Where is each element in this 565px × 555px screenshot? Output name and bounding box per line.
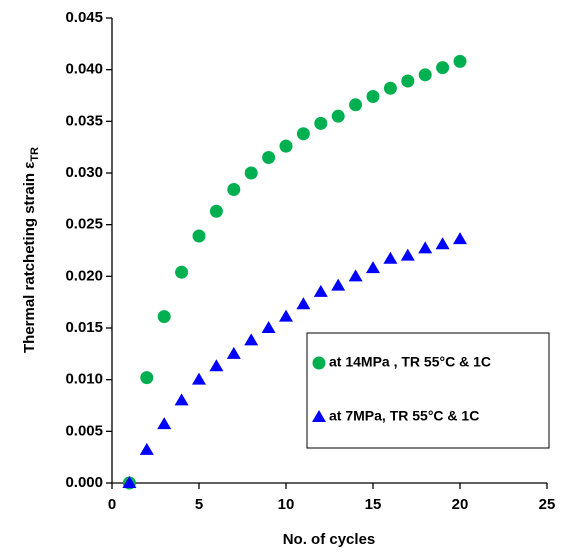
- marker-circle: [383, 81, 397, 95]
- marker-triangle: [331, 278, 346, 291]
- marker-triangle: [279, 309, 293, 322]
- y-axis-title-main: Thermal ratcheting strain ε: [21, 162, 38, 353]
- x-axis-title: No. of cycles: [283, 531, 376, 548]
- marker-circle: [401, 74, 415, 88]
- y-tick-label: 0.045: [65, 9, 103, 26]
- marker-triangle: [400, 248, 415, 261]
- x-tick-label: 5: [195, 496, 203, 513]
- y-tick-label: 0.015: [65, 319, 103, 336]
- marker-triangle: [174, 393, 189, 406]
- marker-triangle: [418, 241, 433, 254]
- marker-triangle: [348, 269, 363, 282]
- marker-circle: [331, 109, 345, 123]
- marker-triangle: [139, 442, 154, 455]
- marker-circle: [296, 127, 310, 141]
- x-tick-label: 10: [278, 496, 295, 513]
- marker-circle: [314, 116, 328, 130]
- marker-circle: [312, 356, 326, 370]
- marker-circle: [436, 61, 450, 75]
- marker-triangle: [209, 359, 224, 372]
- marker-circle: [418, 68, 432, 82]
- marker-circle: [192, 229, 206, 243]
- marker-circle: [175, 265, 189, 279]
- legend-label: at 14MPa , TR 55°C & 1C: [329, 354, 491, 370]
- marker-triangle: [261, 321, 276, 333]
- y-tick-label: 0.010: [65, 371, 103, 388]
- marker-circle: [453, 54, 467, 68]
- x-tick-label: 25: [539, 496, 556, 513]
- marker-circle: [244, 166, 258, 180]
- marker-triangle: [296, 297, 311, 310]
- y-tick-label: 0.035: [65, 112, 103, 129]
- legend-box: [306, 332, 550, 449]
- y-axis-title: Thermal ratcheting strain εTR: [21, 147, 41, 353]
- y-axis-title-sub: TR: [29, 147, 41, 162]
- x-tick-label: 15: [365, 496, 382, 513]
- marker-triangle: [453, 232, 467, 245]
- y-tick-label: 0.040: [65, 61, 103, 78]
- legend-label: at 7MPa, TR 55°C & 1C: [329, 408, 479, 424]
- marker-triangle: [383, 251, 398, 264]
- x-tick-label: 20: [452, 496, 469, 513]
- marker-circle: [349, 98, 363, 112]
- y-tick-label: 0.030: [65, 164, 103, 181]
- y-tick-label: 0.025: [65, 216, 103, 233]
- marker-circle: [279, 139, 293, 153]
- marker-triangle: [366, 261, 380, 274]
- marker-triangle: [122, 476, 137, 488]
- marker-circle: [262, 151, 276, 164]
- y-tick-label: 0.000: [65, 474, 103, 491]
- marker-triangle: [157, 417, 172, 430]
- marker-circle: [140, 371, 154, 385]
- marker-triangle: [192, 372, 206, 385]
- marker-circle: [157, 310, 171, 324]
- marker-circle: [227, 183, 241, 197]
- marker-triangle: [312, 410, 326, 422]
- marker-triangle: [226, 346, 241, 359]
- y-tick-label: 0.020: [65, 267, 103, 284]
- marker-triangle: [313, 284, 328, 297]
- marker-circle: [209, 204, 223, 218]
- marker-triangle: [435, 237, 450, 250]
- marker-triangle: [244, 333, 259, 346]
- marker-circle: [366, 90, 380, 104]
- y-tick-label: 0.005: [65, 422, 103, 439]
- x-tick-label: 0: [108, 496, 116, 513]
